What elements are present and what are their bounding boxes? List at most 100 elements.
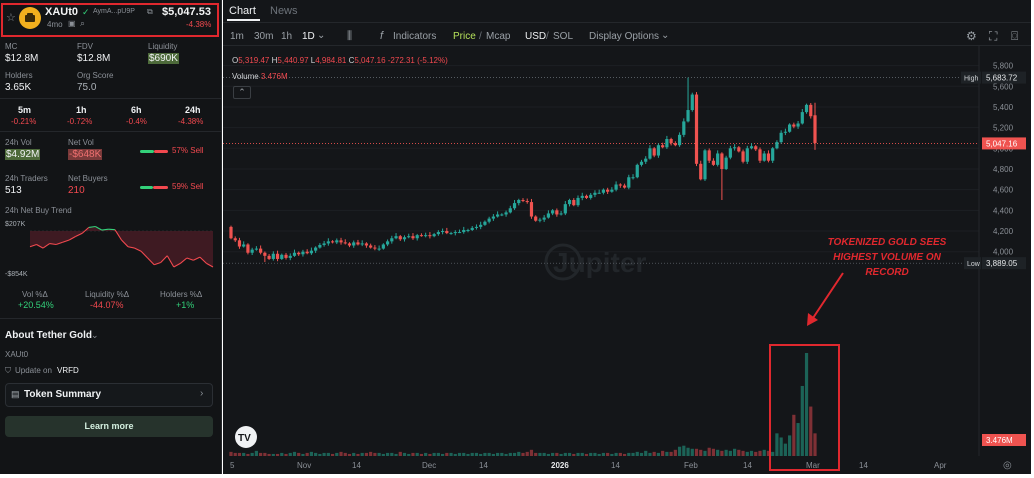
- tf-1h-label[interactable]: 1h: [76, 105, 87, 115]
- volume-bar: [347, 453, 352, 456]
- candle-body: [330, 241, 335, 243]
- summary-icon: ▤: [11, 389, 20, 399]
- star-icon[interactable]: ☆: [6, 12, 16, 24]
- volume-bar: [491, 453, 495, 456]
- tf-5m-label[interactable]: 5m: [18, 105, 32, 115]
- interval-1m[interactable]: 1m: [230, 31, 244, 42]
- token-logo: [19, 7, 41, 29]
- x-tick-label: 14: [859, 461, 868, 470]
- candle-body: [766, 153, 771, 161]
- fdv-value: $12.8M: [77, 53, 111, 64]
- volume-bar: [766, 450, 771, 456]
- candle-body: [445, 231, 449, 234]
- volume-bar: [699, 449, 703, 456]
- fullscreen-icon[interactable]: ⛶: [989, 29, 998, 43]
- net-buy-trend-chart: [29, 225, 214, 268]
- mcap-toggle[interactable]: Mcap: [486, 31, 511, 42]
- trend-top-label: $207K: [5, 221, 26, 228]
- tf-24h-label[interactable]: 24h: [185, 105, 201, 115]
- candle-body: [673, 143, 677, 146]
- chart-panel: 4,0004,2004,4004,6004,8005,0005,2005,400…: [223, 0, 1031, 474]
- volume-bar: [677, 446, 682, 456]
- interval-1h[interactable]: 1h: [281, 31, 293, 42]
- candle-body: [360, 243, 364, 245]
- doc-icon[interactable]: ▣: [68, 19, 76, 28]
- volume-bar: [305, 452, 309, 456]
- price-chart[interactable]: 4,0004,2004,4004,6004,8005,0005,2005,400…: [223, 0, 1031, 474]
- candle-body: [275, 253, 280, 259]
- interval-30m[interactable]: 30m: [254, 31, 274, 42]
- volume-bar: [445, 452, 449, 456]
- candle-body: [424, 235, 428, 237]
- volume-bar: [567, 452, 572, 456]
- candle-body: [639, 161, 644, 165]
- candle-body: [440, 231, 445, 233]
- candle-body: [271, 253, 275, 259]
- camera-icon[interactable]: ⌼: [1011, 29, 1019, 43]
- volume-bar: [250, 452, 254, 456]
- volume-bar: [783, 443, 787, 456]
- token-info-panel: ☆ XAUt0 ✓ AymA...pU9P ⧉ 4mo ▣ ⌕ $5,047.5…: [0, 0, 222, 474]
- tab-news[interactable]: News: [270, 5, 298, 17]
- tf-6h-value: -0.4%: [126, 117, 147, 126]
- tradingview-badge[interactable]: [235, 426, 257, 448]
- candle-body: [661, 145, 665, 148]
- candle-body: [762, 153, 766, 161]
- candle-body: [292, 252, 297, 256]
- indicators-button[interactable]: Indicators: [393, 31, 437, 42]
- candle-body: [335, 240, 339, 243]
- candle-body: [618, 184, 622, 186]
- candle-body: [644, 158, 648, 162]
- chevron-down-icon[interactable]: ⌄: [317, 30, 326, 41]
- display-options-button[interactable]: Display Options: [589, 31, 660, 42]
- volume-bar: [508, 452, 512, 456]
- volume-bar: [584, 453, 589, 456]
- ohlc-l-label: L: [310, 56, 316, 65]
- candle-body: [402, 237, 407, 240]
- volume-bar: [597, 453, 601, 456]
- price-toggle[interactable]: Price: [453, 31, 476, 42]
- sol-toggle[interactable]: SOL: [553, 31, 574, 42]
- candle-body: [457, 232, 462, 234]
- candle-body: [466, 229, 470, 231]
- volume-bar: [771, 451, 775, 456]
- about-title[interactable]: About Tether Gold: [5, 330, 93, 341]
- collapse-legend-button[interactable]: ⌃: [233, 86, 251, 99]
- candle-body: [512, 203, 517, 209]
- chevron-down-icon[interactable]: ⌄: [661, 30, 670, 41]
- volume-bar: [237, 452, 242, 456]
- trend-segment: [160, 255, 168, 263]
- candle-body: [665, 138, 669, 148]
- tab-chart[interactable]: Chart: [229, 5, 256, 17]
- candle-type-icon[interactable]: ⫼: [347, 30, 353, 42]
- gear-icon[interactable]: ⚙: [966, 29, 977, 43]
- copy-icon[interactable]: ⧉: [147, 7, 153, 16]
- volume-bar: [309, 451, 314, 456]
- volume-bar: [292, 451, 297, 456]
- learn-more-button[interactable]: Learn more: [5, 416, 213, 437]
- candle-body: [305, 251, 309, 254]
- token-price-change: -4.38%: [186, 20, 212, 29]
- candle-body: [610, 189, 614, 192]
- volume-bar: [639, 452, 644, 456]
- candle-body: [788, 124, 792, 132]
- candle-body: [792, 124, 796, 127]
- trend-segment: [179, 257, 188, 264]
- chevron-down-icon[interactable]: ⌄: [91, 330, 99, 340]
- candle-body: [517, 200, 521, 204]
- candle-body: [474, 226, 479, 228]
- search-icon[interactable]: ⌕: [80, 18, 86, 28]
- candle-body: [521, 200, 525, 202]
- interval-1d[interactable]: 1D: [302, 31, 315, 42]
- volume-legend: Volume 3.476M: [232, 72, 288, 81]
- tf-6h-label[interactable]: 6h: [131, 105, 142, 115]
- volume-bar: [728, 450, 732, 456]
- update-source-link[interactable]: VRFD: [57, 366, 79, 375]
- token-summary-button[interactable]: ▤ Token Summary ›: [5, 383, 213, 407]
- candle-body: [428, 235, 432, 237]
- candle-body: [606, 189, 610, 192]
- usd-toggle[interactable]: USD: [525, 31, 547, 42]
- volume-bar: [479, 453, 483, 456]
- token-address[interactable]: AymA...pU9P: [93, 8, 135, 15]
- candle-body: [783, 131, 787, 133]
